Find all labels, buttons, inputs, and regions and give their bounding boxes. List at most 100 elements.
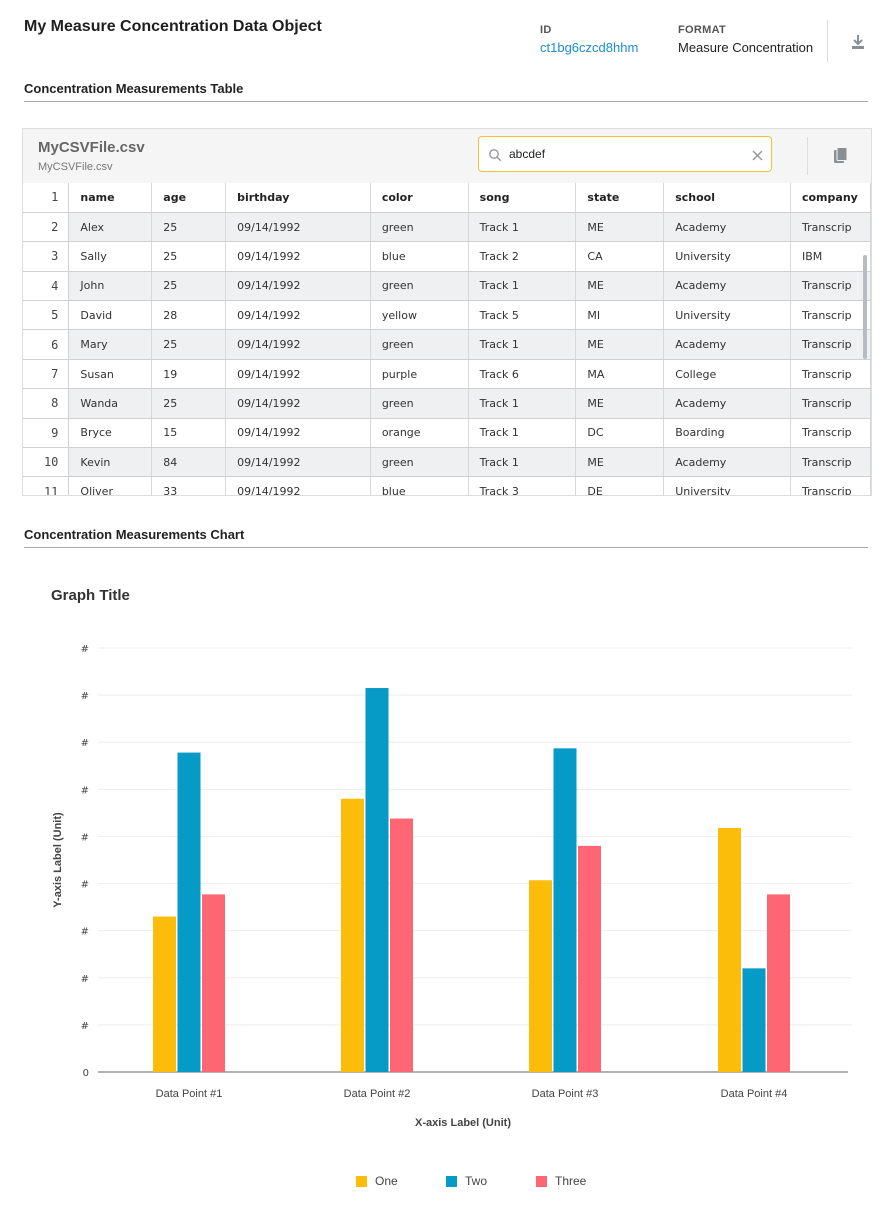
id-value-link[interactable]: ct1bg6czcd8hhm (540, 40, 639, 55)
column-header-birthday[interactable]: birthday (225, 183, 371, 213)
format-label: FORMAT (678, 24, 727, 36)
page-title: My Measure Concentration Data Object (24, 18, 322, 35)
table-cell: 09/14/1992 (225, 212, 371, 243)
download-icon (852, 35, 864, 49)
table-row[interactable]: 7 Susan 19 09/14/1992 purple Track 6 MA College… (23, 359, 871, 390)
table-row[interactable]: 9 Bryce 15 09/14/1992 orange Track 1 DC Boardin… (23, 418, 871, 449)
column-header-company[interactable]: company (790, 183, 871, 213)
table-row[interactable]: 8 Wanda 25 09/14/1992 green Track 1 ME Academy T… (23, 388, 871, 419)
legend-label: Two (465, 1174, 488, 1188)
table-cell: Boarding (663, 418, 791, 449)
legend-label: Three (555, 1174, 587, 1188)
legend-item-three[interactable]: Three (536, 1174, 586, 1188)
table-cell: 25 (151, 241, 227, 272)
table-cell: ME (575, 212, 665, 243)
table-cell: Track 1 (468, 388, 577, 419)
close-icon[interactable] (752, 150, 763, 161)
table-cell: John (68, 271, 153, 302)
table-cell: Track 3 (468, 476, 577, 495)
table-cell: University (663, 300, 791, 331)
page-header: My Measure Concentration Data Object ID … (0, 0, 888, 72)
table-cell: Alex (68, 212, 153, 243)
x-tick-label: Data Point #4 (721, 1088, 788, 1100)
row-number: 1 (23, 183, 70, 213)
table-cell: ME (575, 447, 665, 478)
table-cell: DE (575, 476, 665, 495)
table-section-rule (24, 101, 868, 102)
y-tick-label: # (81, 785, 89, 796)
y-tick-label: # (81, 927, 89, 938)
y-tick-label: # (81, 738, 89, 749)
bar-one-2 (341, 798, 364, 1072)
table-cell: Track 1 (468, 271, 577, 302)
chart-section-rule (24, 547, 868, 548)
table-cell: IBM (790, 241, 871, 272)
y-tick-label: # (81, 974, 89, 985)
y-tick-label: # (81, 880, 89, 891)
table-cell: ME (575, 329, 665, 360)
table-cell: 28 (151, 300, 227, 331)
table-cell: 09/14/1992 (225, 359, 371, 390)
x-tick-label: Data Point #2 (344, 1088, 411, 1100)
chart-area: Graph Title 0 # # # # # # # # # Data Point #1 Data … (0, 560, 888, 1212)
table-row[interactable]: 6 Mary 25 09/14/1992 green Track 1 ME Academy Tr… (23, 329, 871, 360)
csv-grid[interactable]: 1 name age birthday color song state school com… (23, 183, 871, 495)
row-number: 2 (23, 212, 70, 243)
table-cell: Susan (68, 359, 153, 390)
bar-two-1 (177, 752, 201, 1072)
table-cell: green (370, 271, 469, 302)
legend-swatch (446, 1175, 457, 1187)
table-cell: Track 1 (468, 447, 577, 478)
column-header-song[interactable]: song (468, 183, 577, 213)
download-button[interactable] (848, 32, 868, 52)
bar-three-2 (390, 818, 413, 1072)
bar-three-4 (767, 894, 790, 1072)
table-cell: MI (575, 300, 665, 331)
legend-item-one[interactable]: One (356, 1174, 398, 1188)
table-cell: 15 (151, 418, 227, 449)
table-row[interactable]: 10 Kevin 84 09/14/1992 green Track 1 ME Academy… (23, 447, 871, 478)
table-row[interactable]: 5 David 28 09/14/1992 yellow Track 5 MI Univers… (23, 300, 871, 331)
table-row[interactable]: 4 John 25 09/14/1992 green Track 1 ME Academy Tr… (23, 271, 871, 302)
y-tick-label: # (81, 644, 89, 655)
table-cell: Transcrip (790, 329, 871, 360)
table-cell: Track 1 (468, 212, 577, 243)
legend-label: One (375, 1174, 398, 1188)
table-cell: blue (370, 476, 469, 495)
format-value: Measure Concentration (678, 40, 814, 55)
x-tick-label: Data Point #1 (156, 1088, 223, 1100)
row-number: 6 (23, 329, 70, 360)
search-input[interactable] (509, 144, 729, 164)
table-cell: Transcrip (790, 388, 871, 419)
file-subtitle: MyCSVFile.csv (38, 161, 113, 173)
table-row[interactable]: 11 Oliver 33 09/14/1992 blue Track 3 DE Univers… (23, 476, 871, 495)
table-cell: DC (575, 418, 665, 449)
table-row[interactable]: 2 Alex 25 09/14/1992 green Track 1 ME Academy Tr… (23, 212, 871, 243)
column-header-school[interactable]: school (663, 183, 791, 213)
column-header-state[interactable]: state (575, 183, 665, 213)
x-axis-label: X-axis Label (Unit) (415, 1117, 511, 1129)
table-cell: purple (370, 359, 469, 390)
column-header-age[interactable]: age (151, 183, 227, 213)
table-cell: yellow (370, 300, 469, 331)
legend-item-two[interactable]: Two (446, 1174, 487, 1188)
table-cell: Academy (663, 388, 791, 419)
file-title: MyCSVFile.csv (38, 139, 145, 156)
y-tick-label: 0 (83, 1068, 89, 1079)
search-icon (489, 149, 502, 162)
table-cell: ME (575, 388, 665, 419)
bar-two-4 (742, 968, 766, 1072)
table-cell: green (370, 212, 469, 243)
row-number: 7 (23, 359, 70, 390)
table-row[interactable]: 3 Sally 25 09/14/1992 blue Track 2 CA Universit… (23, 241, 871, 272)
copy-button[interactable] (833, 147, 849, 165)
legend-swatch (536, 1175, 547, 1187)
chart-legend: One Two Three (0, 1174, 888, 1194)
table-cell: Kevin (68, 447, 153, 478)
vertical-scrollbar[interactable] (863, 255, 867, 359)
column-header-color[interactable]: color (370, 183, 469, 213)
y-axis-label: Y-axis Label (Unit) (52, 812, 64, 908)
table-cell: green (370, 447, 469, 478)
table-cell: 09/14/1992 (225, 388, 371, 419)
column-header-name[interactable]: name (68, 183, 153, 213)
